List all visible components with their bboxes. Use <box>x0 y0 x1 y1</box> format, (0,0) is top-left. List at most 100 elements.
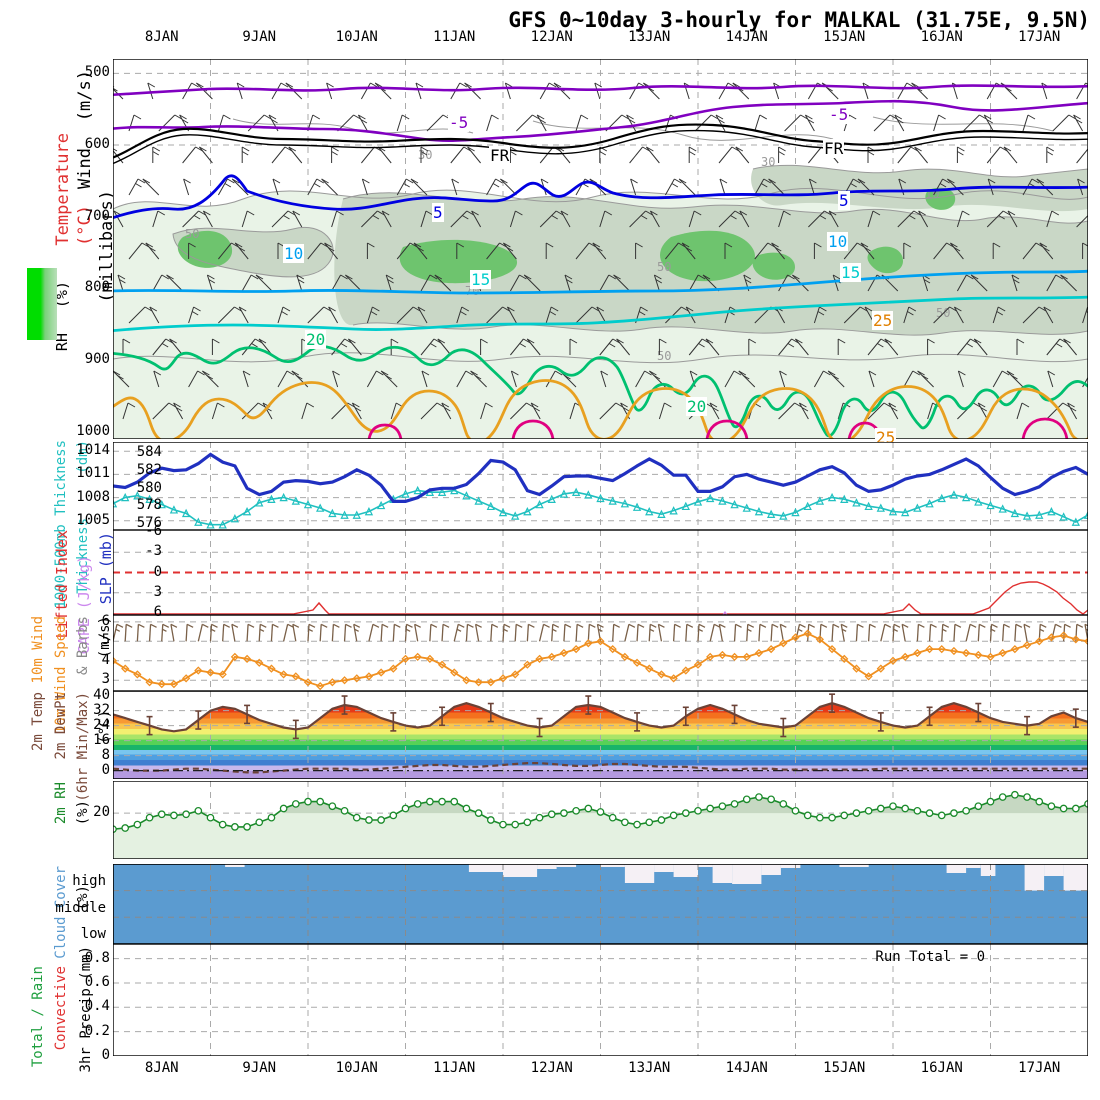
wind-speed-series <box>113 632 1088 688</box>
isotherm-15 <box>113 295 1088 333</box>
date-tick-14jan: 14JAN <box>725 29 768 45</box>
y-tick: 0 <box>101 1047 110 1063</box>
y-tick: 8 <box>101 746 110 763</box>
date-tick-15jan: 15JAN <box>823 1060 866 1076</box>
y-tick: 576 <box>136 514 162 531</box>
precip-panel[interactable] <box>113 944 1088 1056</box>
isotherm-30 <box>367 417 1069 439</box>
contour-label-3: FR <box>823 139 845 158</box>
lifted-index-series <box>113 581 1088 615</box>
cloud-level-high: high <box>72 873 106 889</box>
cloud-level-low: low <box>80 926 106 943</box>
y-tick: 1008 <box>76 488 110 505</box>
svg-text:30: 30 <box>761 155 775 169</box>
axis-title-25: Total / Rain <box>30 966 46 1068</box>
contour-label-0: -5 <box>448 113 470 132</box>
axis-title-1: Wind <box>75 148 95 189</box>
rh-contour-labels: 50 30 30 50 50 50 70 10 <box>185 148 950 363</box>
date-tick-10jan: 10JAN <box>335 1060 378 1076</box>
y-tick: -3 <box>145 543 162 560</box>
date-tick-14jan: 14JAN <box>725 1060 768 1076</box>
y-tick: 500 <box>84 64 110 81</box>
lifted-index-cape-panel[interactable] <box>113 530 1088 615</box>
run-total-label: Run Total = 0 <box>875 949 985 965</box>
isotherm-20 <box>113 345 1088 438</box>
y-tick: 6 <box>101 612 110 629</box>
rh2m-markers <box>113 790 1088 834</box>
cape-series <box>113 610 1088 615</box>
cloud-high-gaps <box>225 864 1088 891</box>
date-tick-11jan: 11JAN <box>433 1060 476 1076</box>
cloud-level-middle: middle <box>55 899 106 916</box>
temp-dewpt-panel[interactable] <box>113 691 1088 779</box>
date-tick-17jan: 17JAN <box>1018 29 1061 45</box>
contour-label-7: 10 <box>827 232 849 251</box>
page-title: GFS 0~10day 3-hourly for MALKAL (31.75E,… <box>508 8 1090 32</box>
isotherm-minus10 <box>113 84 1088 97</box>
contour-label-9: 15 <box>840 263 862 282</box>
y-tick: 4 <box>101 651 110 668</box>
isotherm-5 <box>113 174 1088 220</box>
upper-air-panel[interactable]: 50 30 30 50 50 50 70 10 <box>113 59 1088 439</box>
y-tick: 0 <box>101 761 110 778</box>
date-tick-11jan: 11JAN <box>433 29 476 45</box>
contour-label-5: 5 <box>838 191 850 210</box>
y-tick: 6 <box>153 603 162 620</box>
y-tick: 32 <box>93 701 110 718</box>
isotherm-25 <box>113 379 1088 439</box>
slp-thickness-panel[interactable] <box>113 442 1088 530</box>
y-tick: 0.2 <box>84 1022 110 1039</box>
rh2m-fill-above20 <box>198 794 1088 814</box>
y-tick: 1000 <box>76 422 110 439</box>
wind-speed-panel[interactable] <box>113 615 1088 691</box>
date-tick-16jan: 16JAN <box>920 29 963 45</box>
contour-label-1: -5 <box>828 105 850 124</box>
y-tick: 0.8 <box>84 949 110 966</box>
y-tick: 3 <box>101 671 110 688</box>
y-tick: 20 <box>93 804 110 821</box>
date-tick-15jan: 15JAN <box>823 29 866 45</box>
rh2m-panel[interactable] <box>113 781 1088 859</box>
svg-text:50: 50 <box>657 349 671 363</box>
date-tick-10jan: 10JAN <box>335 29 378 45</box>
rh-legend-badge <box>27 268 57 340</box>
y-tick: 800 <box>84 279 110 296</box>
y-tick: 700 <box>84 207 110 224</box>
date-tick-13jan: 13JAN <box>628 1060 671 1076</box>
axis-title-17: 2m Temp <box>30 692 46 752</box>
y-tick: 1011 <box>76 465 110 482</box>
date-tick-16jan: 16JAN <box>920 1060 963 1076</box>
thickness-series <box>113 489 1088 526</box>
y-tick: 24 <box>93 716 110 733</box>
contour-label-8: 15 <box>470 270 492 289</box>
date-tick-9jan: 9JAN <box>242 1060 277 1076</box>
date-tick-9jan: 9JAN <box>242 29 277 45</box>
axis-title-14: 10m Wind <box>30 616 46 684</box>
svg-text:50: 50 <box>185 227 199 241</box>
date-tick-8jan: 8JAN <box>144 1060 179 1076</box>
freezing-level-line <box>113 123 1088 159</box>
contour-label-12: 25 <box>872 311 894 330</box>
rh2m-fill <box>113 794 1088 859</box>
y-tick: 0 <box>153 563 162 580</box>
y-tick: 578 <box>136 497 162 514</box>
contour-label-6: 10 <box>283 244 305 263</box>
contour-label-10: 20 <box>305 330 327 349</box>
date-tick-13jan: 13JAN <box>628 29 671 45</box>
cloud-cover-panel[interactable] <box>113 864 1088 944</box>
y-tick: 16 <box>93 731 110 748</box>
temp2m-series <box>113 702 1088 733</box>
y-tick: 600 <box>84 136 110 153</box>
y-tick: 40 <box>93 686 110 703</box>
y-tick: 582 <box>136 462 162 479</box>
contour-label-4: 5 <box>432 203 444 222</box>
date-tick-12jan: 12JAN <box>530 29 573 45</box>
y-tick: 5 <box>101 632 110 649</box>
date-tick-12jan: 12JAN <box>530 1060 573 1076</box>
wind-speed-markers <box>113 629 1088 691</box>
contour-label-2: FR <box>489 146 511 165</box>
isotherm-minus5 <box>113 99 1088 143</box>
temp-minmax-bars <box>146 693 1079 740</box>
contour-label-11: 20 <box>686 397 708 416</box>
